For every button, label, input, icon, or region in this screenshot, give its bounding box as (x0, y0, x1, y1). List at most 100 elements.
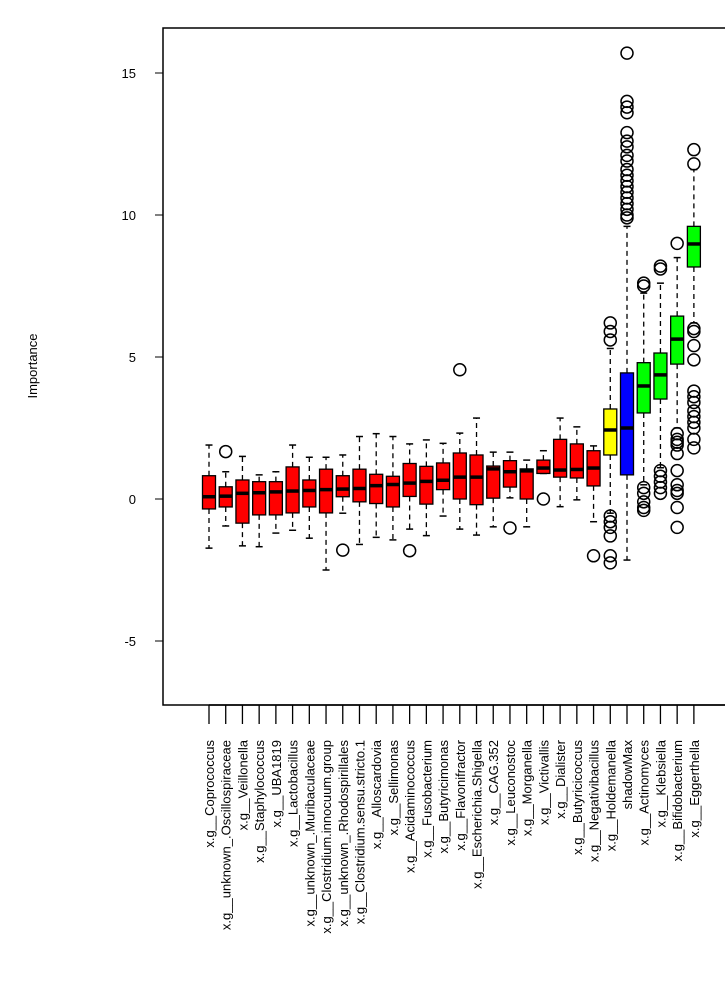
outlier-point (687, 415, 701, 430)
outlier-point (620, 154, 634, 168)
x-tick-label: x.g__Leuconostoc (503, 740, 518, 846)
box-x-g-alloscardovia (369, 432, 384, 539)
box-x-g-cag-352 (486, 451, 501, 528)
outlier-point (670, 486, 684, 501)
box-x-g-unknown-muribaculaceae (302, 456, 317, 539)
box-x-g-clostridium-sensu-stricto-1 (352, 435, 367, 546)
outlier-point (670, 463, 684, 478)
x-tick-label: x.g__Butyricicoccus (570, 740, 585, 855)
box-x-g-sellimonas (385, 435, 401, 541)
outlier-point (670, 500, 684, 515)
y-axis-label: Importance (25, 333, 40, 398)
outlier-point (402, 543, 417, 558)
box-iqr (335, 475, 350, 498)
x-tick-label: x.g__Actinomyces (637, 740, 652, 846)
x-tick-label: x.g__Clostridium.innocuum.group (319, 740, 334, 934)
outlier-point (653, 259, 668, 273)
outlier-point (687, 321, 701, 336)
outlier-point (636, 503, 651, 518)
x-tick-label: x.g__UBA1819 (269, 740, 284, 827)
y-tick-label: 15 (122, 66, 136, 81)
box-iqr (686, 225, 702, 268)
x-tick-label: x.g__unknown_.Oscillospiraceae (219, 740, 234, 930)
y-tick-label: 5 (129, 350, 136, 365)
outlier-point (620, 140, 634, 154)
box-iqr (369, 473, 384, 505)
outlier-point (620, 168, 634, 182)
outlier-point (603, 324, 618, 339)
x-tick-label: x.g__Acidaminococcus (403, 740, 418, 873)
box-x-g-actinomyces (636, 276, 651, 518)
box-iqr (502, 460, 518, 488)
x-tick-label: x.g__Fusobacterium (419, 740, 434, 858)
outlier-point (218, 444, 233, 459)
outlier-point (687, 441, 701, 455)
box-x-g-acidaminococcus (402, 443, 417, 558)
outlier-point (670, 446, 684, 461)
box-iqr (603, 408, 618, 456)
outlier-point (636, 495, 651, 509)
outlier-point (670, 435, 684, 449)
outlier-point (620, 125, 634, 140)
x-tick-label: x.g__Morganella (520, 739, 535, 836)
box-x-g-unknown-rhodospirillales (335, 454, 350, 557)
x-tick-label: x.g__Sellimonas (386, 740, 401, 836)
box-x-g-veillonella (235, 455, 250, 547)
box-iqr (486, 465, 501, 499)
box-iqr (235, 479, 250, 524)
box-x-g-coprococcus (201, 444, 217, 549)
outlier-point (620, 134, 634, 148)
box-iqr (469, 454, 484, 506)
x-tick-label: shadowMax (620, 740, 635, 810)
x-tick-label: x.g__Butyricimonas (436, 740, 451, 854)
y-tick-label: 0 (129, 492, 136, 507)
outlier-point (503, 521, 517, 535)
outlier-point (586, 549, 601, 563)
y-tick-label: -5 (124, 634, 136, 649)
box-x-g-clostridium-innocuum-group (318, 456, 334, 571)
box-x-g-uba1819 (268, 470, 284, 534)
box-iqr (252, 481, 267, 516)
box-x-g-holdemanella (603, 316, 618, 570)
outlier-point (603, 529, 618, 543)
outlier-point (453, 363, 467, 377)
x-tick-label: x.g__Eggerthella (687, 739, 702, 837)
box-x-g-eggerthella (686, 142, 702, 455)
outlier-point (687, 324, 701, 339)
outlier-point (687, 395, 701, 410)
box-x-g-leuconostoc (502, 451, 518, 535)
outlier-point (603, 556, 618, 570)
box-shadowmax (619, 46, 635, 561)
outlier-point (603, 333, 618, 347)
box-x-g-negativibacillus (586, 445, 601, 563)
x-tick-label: x.g__Victivallis (536, 740, 551, 826)
box-iqr (519, 468, 534, 500)
box-x-g-dialister (552, 417, 568, 508)
outlier-point (670, 438, 684, 452)
outlier-point (336, 543, 350, 557)
outlier-point (687, 390, 701, 404)
outlier-point (636, 276, 651, 290)
outlier-point (603, 316, 618, 330)
outlier-point (653, 486, 668, 501)
x-tick-label: x.g__Veillonella (235, 739, 250, 830)
x-tick-label: x.g__Lactobacillus (286, 740, 301, 847)
x-tick-label: x.g__Bifidobacterium (670, 740, 685, 861)
box-x-g-lactobacillus (285, 444, 300, 531)
box-iqr (352, 468, 367, 503)
x-tick-label: x.g__unknown_.Rhodospirillales (336, 740, 351, 927)
outlier-point (603, 514, 618, 529)
x-tick-label: x.g__Klebsiella (653, 739, 668, 827)
y-axis: -5 0 5 10 15 (122, 66, 164, 649)
outlier-point (620, 162, 634, 177)
box-x-g-flavonifractor (452, 363, 467, 530)
outlier-point (687, 142, 701, 157)
outlier-point (670, 236, 684, 251)
outlier-point (636, 279, 651, 293)
box-iqr (268, 481, 284, 516)
x-tick-label: x.g__unknown_.Muribaculaceae (302, 740, 317, 926)
outlier-point (620, 148, 634, 163)
x-tick-label: x.g__Holdemanella (603, 739, 618, 851)
x-tick-label: x.g__Negativibacillus (587, 740, 602, 863)
